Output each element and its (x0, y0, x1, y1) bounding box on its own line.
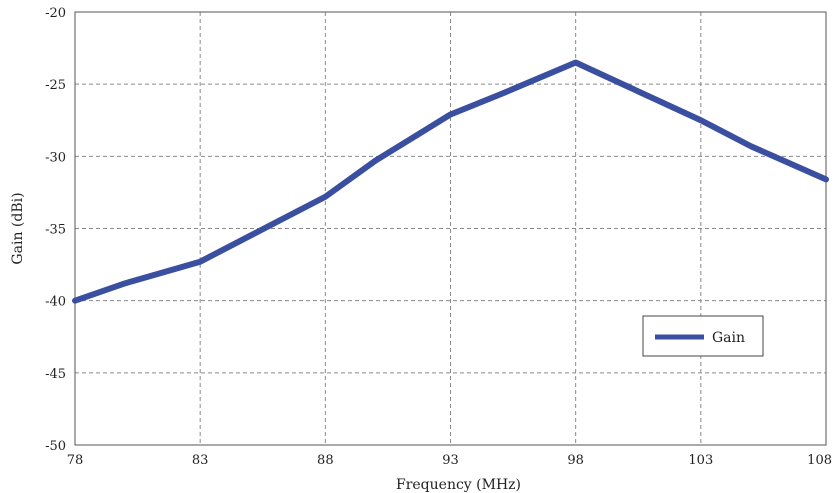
x-tick-label: 83 (192, 453, 209, 468)
y-tick-label: -35 (45, 223, 66, 238)
x-tick-label: 103 (688, 453, 713, 468)
x-tick-label: 93 (442, 453, 459, 468)
x-axis-ticks: 78 83 88 93 98 103 108 (67, 453, 832, 468)
y-tick-label: -20 (45, 6, 66, 21)
grid-lines (74, 11, 827, 446)
x-tick-label: 108 (807, 453, 832, 468)
x-tick-label: 88 (317, 453, 334, 468)
y-axis-ticks: -20 -25 -30 -35 -40 -45 -50 (45, 6, 66, 454)
y-tick-label: -50 (45, 439, 66, 454)
x-tick-label: 78 (67, 453, 84, 468)
x-tick-label: 98 (567, 453, 584, 468)
legend-label: Gain (712, 330, 745, 346)
legend: Gain (642, 315, 764, 357)
y-tick-label: -40 (45, 295, 66, 310)
plot-frame (74, 11, 827, 446)
y-tick-label: -30 (45, 150, 66, 165)
series-line-gain (72, 59, 829, 304)
series-group (72, 59, 829, 304)
y-axis-title: Gain (dBi) (10, 192, 26, 264)
y-tick-label: -45 (45, 367, 66, 382)
y-tick-label: -25 (45, 78, 66, 93)
x-axis-title: Frequency (MHz) (396, 477, 521, 493)
